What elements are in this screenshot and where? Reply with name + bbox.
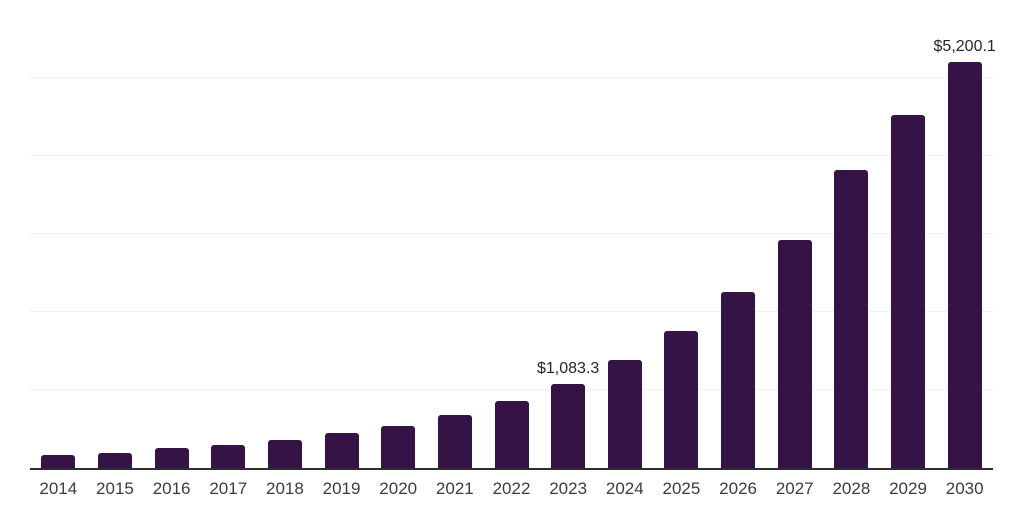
bar-2026 bbox=[721, 291, 756, 468]
x-tick-2018: 2018 bbox=[265, 479, 304, 498]
gridline-2000 bbox=[30, 311, 993, 312]
bar-2021 bbox=[437, 415, 472, 468]
bar-2020 bbox=[381, 426, 416, 468]
bar-2018 bbox=[267, 439, 302, 468]
bar-2028 bbox=[834, 170, 869, 468]
x-tick-2030: 2030 bbox=[945, 479, 984, 498]
bar-2029 bbox=[891, 114, 926, 468]
bar-2019 bbox=[324, 433, 359, 468]
x-tick-2023: 2023 bbox=[549, 479, 588, 498]
x-tick-2014: 2014 bbox=[39, 479, 78, 498]
bar-2024 bbox=[607, 360, 642, 468]
x-tick-2019: 2019 bbox=[322, 479, 361, 498]
bar-2027 bbox=[777, 239, 812, 468]
plot-area: $1,083.3 $5,200.1 bbox=[30, 0, 996, 470]
bar-2025 bbox=[664, 330, 699, 468]
x-tick-2022: 2022 bbox=[492, 479, 531, 498]
x-tick-2025: 2025 bbox=[662, 479, 701, 498]
x-tick-2020: 2020 bbox=[379, 479, 418, 498]
gridline-1000 bbox=[30, 389, 993, 390]
bar-2014 bbox=[41, 455, 76, 468]
bar-2017 bbox=[211, 444, 246, 468]
gridline-3000 bbox=[30, 233, 993, 234]
x-tick-2016: 2016 bbox=[152, 479, 191, 498]
x-axis-labels: 2014 2015 2016 2017 2018 2019 2020 2021 2022 2023… bbox=[30, 478, 993, 504]
bar-2023 bbox=[551, 383, 586, 468]
x-tick-2027: 2027 bbox=[775, 479, 814, 498]
bar-2015 bbox=[97, 452, 132, 468]
gridline-4000 bbox=[30, 155, 993, 156]
bar-2022 bbox=[494, 400, 529, 468]
x-tick-2029: 2029 bbox=[889, 479, 927, 498]
bar-2030 bbox=[947, 62, 982, 468]
bar-2016 bbox=[154, 448, 189, 468]
x-tick-2017: 2017 bbox=[209, 479, 248, 498]
data-label-2030: $5,200.1 bbox=[933, 38, 996, 56]
x-tick-2015: 2015 bbox=[96, 479, 134, 498]
x-tick-2026: 2026 bbox=[719, 479, 757, 498]
x-tick-2028: 2028 bbox=[832, 479, 871, 498]
gridline-5000 bbox=[30, 77, 993, 78]
x-tick-2024: 2024 bbox=[605, 479, 644, 498]
x-tick-2021: 2021 bbox=[435, 479, 474, 498]
data-label-2023: $1,083.3 bbox=[537, 359, 600, 377]
